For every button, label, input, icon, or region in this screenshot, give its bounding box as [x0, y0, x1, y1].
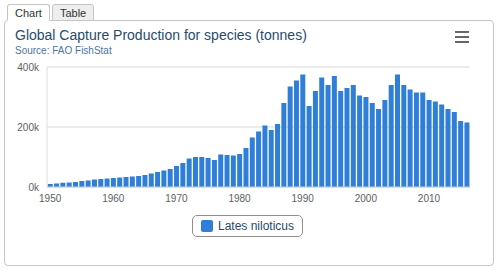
svg-text:200k: 200k	[17, 122, 40, 133]
svg-text:1970: 1970	[165, 193, 188, 204]
html-text:Global Capture Production for: Global Capture Production for species (t…	[15, 27, 307, 43]
svg-text:1960: 1960	[102, 193, 125, 204]
svg-text:2010: 2010	[418, 193, 441, 204]
html-text:Lates niloticus: Lates niloticus	[218, 219, 294, 233]
svg-text:0k: 0k	[28, 182, 40, 193]
svg-text:2000: 2000	[355, 193, 378, 204]
svg-text:400k: 400k	[17, 62, 40, 73]
html-text:Source: FAO FishStat: Source: FAO FishStat	[15, 45, 112, 56]
svg-text:1980: 1980	[228, 193, 251, 204]
svg-text:1950: 1950	[39, 193, 62, 204]
svg-text:1990: 1990	[292, 193, 315, 204]
html-text:Table: Table	[59, 7, 87, 19]
html-text:Chart: Chart	[15, 7, 42, 19]
